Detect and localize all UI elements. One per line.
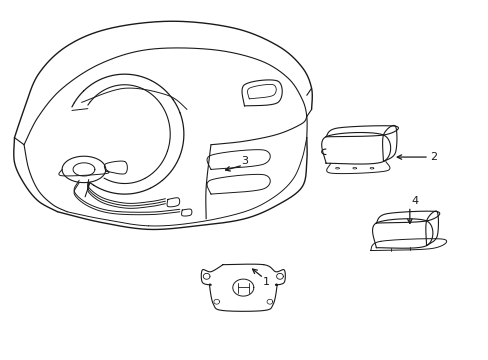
Text: 1: 1 — [262, 277, 269, 287]
Text: 4: 4 — [410, 196, 417, 206]
Text: 2: 2 — [429, 152, 436, 162]
Text: 3: 3 — [241, 156, 247, 166]
